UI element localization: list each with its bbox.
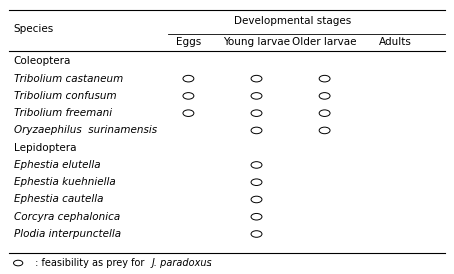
Text: : feasibility as prey for: : feasibility as prey for: [32, 258, 147, 268]
Text: Coleoptera: Coleoptera: [14, 56, 71, 66]
Text: Oryzaephilus  surinamensis: Oryzaephilus surinamensis: [14, 125, 157, 135]
Text: J. paradoxus: J. paradoxus: [152, 258, 213, 268]
Text: Ephestia kuehniella: Ephestia kuehniella: [14, 177, 115, 187]
Text: Tribolium castaneum: Tribolium castaneum: [14, 74, 123, 84]
Text: Developmental stages: Developmental stages: [234, 16, 351, 26]
Text: Plodia interpunctella: Plodia interpunctella: [14, 229, 121, 239]
Text: Ephestia cautella: Ephestia cautella: [14, 195, 103, 204]
Text: Species: Species: [14, 24, 54, 34]
Text: Corcyra cephalonica: Corcyra cephalonica: [14, 212, 120, 222]
Text: Adults: Adults: [379, 38, 411, 47]
Text: Tribolium confusum: Tribolium confusum: [14, 91, 116, 101]
Text: Ephestia elutella: Ephestia elutella: [14, 160, 100, 170]
Text: .: .: [209, 258, 212, 268]
Text: Tribolium freemani: Tribolium freemani: [14, 108, 112, 118]
Text: Older larvae: Older larvae: [292, 38, 357, 47]
Text: Young larvae: Young larvae: [223, 38, 290, 47]
Text: Lepidoptera: Lepidoptera: [14, 143, 76, 153]
Text: Eggs: Eggs: [176, 38, 201, 47]
